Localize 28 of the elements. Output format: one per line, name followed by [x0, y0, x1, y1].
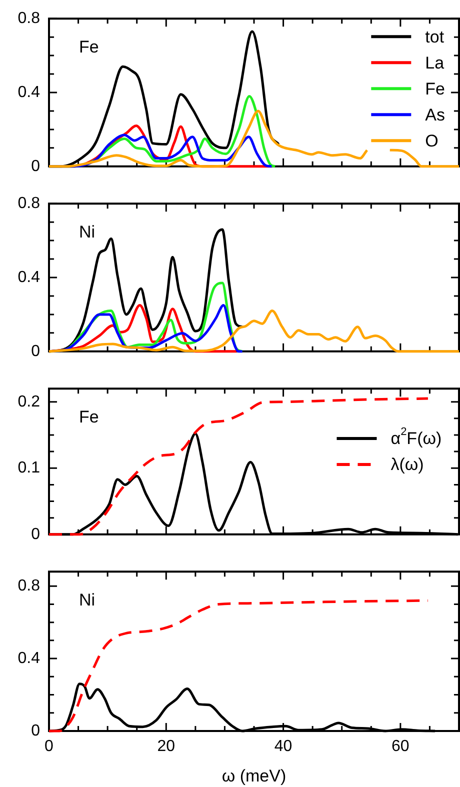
legend-label: tot	[425, 27, 444, 46]
y-tick-label: 0.8	[18, 195, 40, 212]
x-tick-label: 20	[157, 738, 176, 756]
y-tick-label: 0.4	[18, 84, 40, 101]
legend-label: Fe	[425, 79, 446, 98]
y-tick-label: 0.8	[18, 577, 40, 594]
annotation: Fe	[79, 38, 99, 57]
annotation: Ni	[79, 222, 96, 242]
annotation: Fe	[79, 408, 99, 427]
y-tick-label: 0	[31, 158, 40, 175]
y-tick-label: 0	[31, 722, 40, 740]
legend-label: O	[425, 131, 438, 150]
x-tick-label: 0	[44, 738, 54, 756]
y-tick-label: 0.2	[18, 393, 40, 410]
y-tick-label: 0.4	[18, 650, 40, 667]
annotation: Ni	[79, 590, 96, 610]
y-tick-label: 0.8	[18, 10, 40, 28]
legend-label: As	[425, 105, 446, 124]
x-axis-title: ω (meV)	[222, 766, 286, 786]
y-tick-label: 0	[31, 342, 40, 360]
line-series	[48, 310, 460, 353]
x-tick-label: 60	[392, 738, 410, 756]
legend-label: La	[425, 53, 445, 72]
y-tick-label: 0	[31, 526, 40, 543]
y-tick-label: 0.1	[18, 460, 40, 477]
legend-label: λ(ω)	[390, 455, 424, 474]
y-tick-label: 0.4	[18, 268, 40, 286]
x-tick-label: 40	[274, 738, 292, 756]
